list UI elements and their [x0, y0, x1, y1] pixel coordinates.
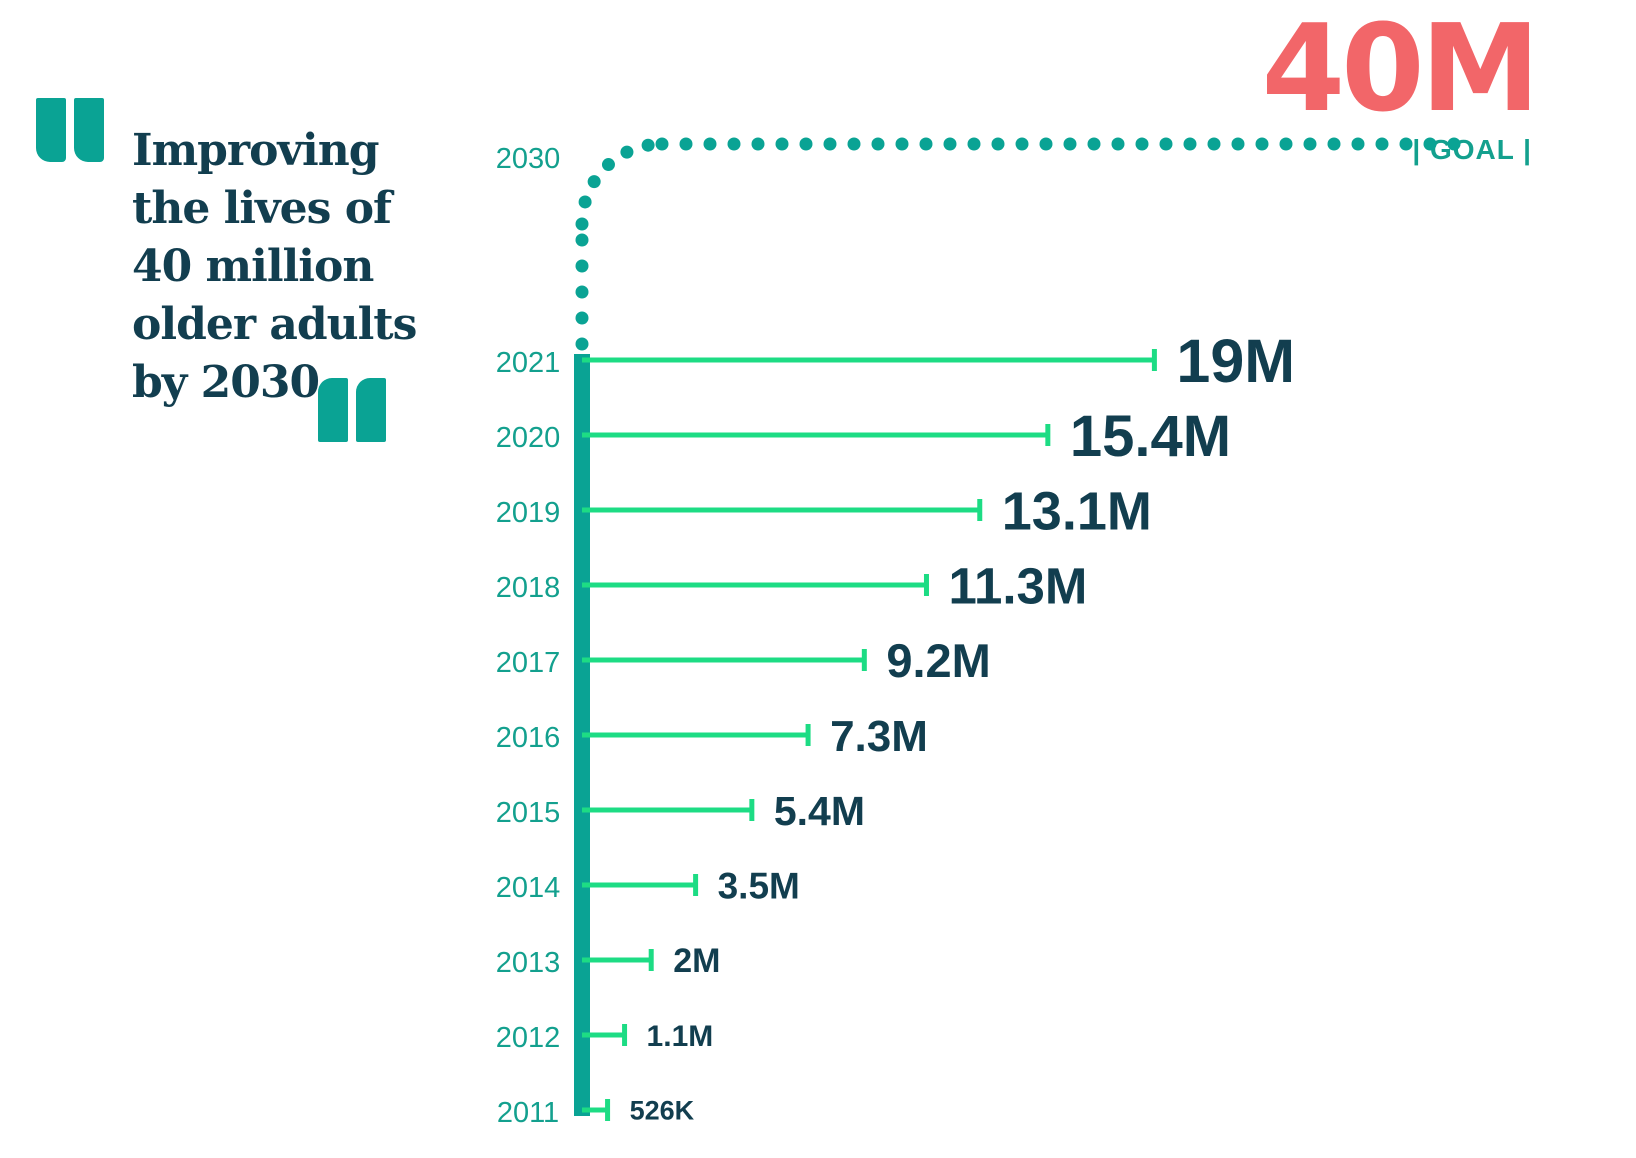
goal-path-dot	[823, 137, 837, 151]
goal-path	[575, 137, 1461, 351]
goal-path-dot	[1303, 137, 1317, 151]
goal-path-dot	[1183, 137, 1197, 151]
goal-path-dot	[1255, 137, 1269, 151]
headline-line: Improving	[132, 125, 379, 176]
value-label: 19M	[1176, 327, 1295, 395]
goal-path-dot	[1207, 137, 1221, 151]
year-label: 2012	[496, 1022, 561, 1054]
goal-path-dot	[1375, 137, 1389, 151]
value-label: 15.4M	[1070, 404, 1231, 469]
goal-path-dot	[1111, 137, 1125, 151]
year-label: 2015	[496, 797, 561, 829]
goal-path-dot	[575, 311, 589, 325]
headline: Improving the lives of 40 million older …	[132, 122, 417, 412]
goal-path-dot	[751, 137, 765, 151]
goal-path-dot	[1447, 137, 1461, 151]
goal-path-dot	[575, 337, 589, 351]
value-label: 2M	[673, 942, 720, 980]
goal-path-dot	[871, 137, 885, 151]
value-label: 7.3M	[830, 712, 928, 761]
goal-path-dot	[1159, 137, 1173, 151]
value-label: 526K	[630, 1096, 695, 1126]
goal-label: | GOAL |	[1412, 134, 1532, 165]
open-quote-icon	[74, 98, 104, 162]
year-label: 2019	[496, 497, 561, 529]
value-label: 9.2M	[886, 634, 991, 687]
year-label: 2017	[496, 647, 561, 679]
bars: 2011 526K 2012 1.1M 2013 2M 2014 3.5M 2015 5.4M 20…	[496, 327, 1295, 1129]
value-label: 5.4M	[774, 788, 865, 834]
goal-path-dot	[1135, 137, 1149, 151]
goal-label-text: GOAL	[1429, 134, 1515, 165]
goal-path-dot	[847, 137, 861, 151]
goal-path-dot	[641, 138, 655, 152]
year-label: 2030	[496, 143, 561, 175]
goal-value: 40M	[1261, 0, 1540, 139]
goal-path-dot	[1231, 137, 1245, 151]
year-label: 2018	[496, 572, 561, 604]
goal-path-dot	[1087, 137, 1101, 151]
goal-path-dot	[575, 217, 589, 231]
year-label: 2014	[496, 872, 561, 904]
goal-path-dot	[895, 137, 909, 151]
goal-path-dot	[1279, 137, 1293, 151]
year-label: 2020	[496, 422, 561, 454]
goal-path-dot	[727, 137, 741, 151]
goal-path-dot	[1327, 137, 1341, 151]
goal-path-dot	[1039, 137, 1053, 151]
year-label: 2013	[496, 947, 561, 979]
goal-path-dot	[943, 137, 957, 151]
value-label: 3.5M	[718, 865, 800, 906]
goal-path-dot	[578, 195, 592, 209]
goal-path-dot	[1351, 137, 1365, 151]
goal-path-dot	[575, 259, 589, 273]
goal-path-dot	[679, 137, 693, 151]
goal-path-dot	[1399, 137, 1413, 151]
year-label: 2016	[496, 722, 561, 754]
value-label: 11.3M	[948, 557, 1087, 614]
goal-path-dot	[575, 285, 589, 299]
headline-line: the lives of	[132, 183, 392, 234]
goal-path-dot	[1063, 137, 1077, 151]
goal-path-dot	[919, 137, 933, 151]
value-label: 13.1M	[1002, 481, 1152, 541]
goal-path-dot	[799, 137, 813, 151]
headline-line: older adults	[132, 299, 417, 350]
year-label: 2021	[496, 347, 561, 379]
headline-line: 40 million	[132, 241, 374, 292]
goal-path-dot	[601, 158, 615, 172]
headline-line: by 2030	[132, 357, 320, 408]
goal-path-dot	[575, 233, 589, 247]
year-label: 2011	[497, 1097, 559, 1129]
goal-path-dot	[967, 137, 981, 151]
goal-path-dot	[1423, 137, 1437, 151]
close-quote-icon	[356, 378, 386, 442]
goal-path-dot	[991, 137, 1005, 151]
close-quote-icon	[318, 378, 348, 442]
headline-quote: Improving the lives of 40 million older …	[36, 98, 417, 478]
goal-path-dot	[655, 137, 669, 151]
value-label: 1.1M	[647, 1020, 714, 1053]
goal-path-dot	[1015, 137, 1029, 151]
goal-path-dot	[703, 137, 717, 151]
open-quote-icon	[36, 98, 66, 162]
goal-path-dot	[587, 175, 601, 189]
goal-path-dot	[620, 145, 634, 159]
goal-path-dot	[775, 137, 789, 151]
